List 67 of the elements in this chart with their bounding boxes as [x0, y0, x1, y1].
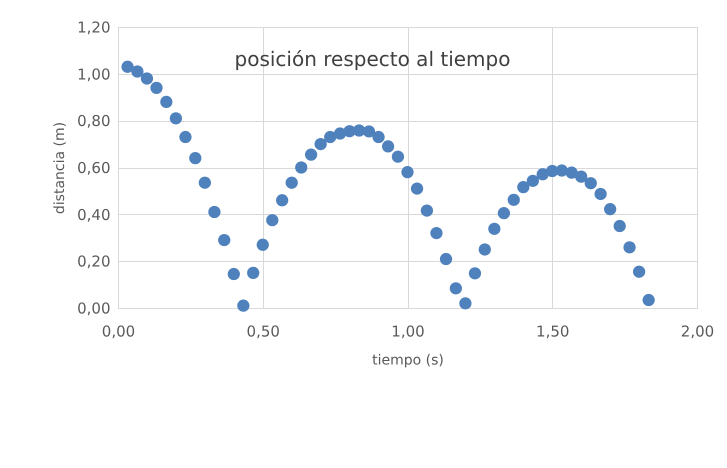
point — [372, 130, 385, 144]
point — [498, 207, 510, 220]
point — [160, 96, 172, 108]
point — [362, 125, 376, 138]
point — [526, 174, 539, 187]
point — [614, 220, 626, 232]
point — [450, 282, 462, 294]
point — [170, 112, 182, 124]
point — [401, 166, 414, 178]
y-tick-label: 0,60 — [77, 159, 110, 177]
x-tick-label: 1,00 — [391, 322, 425, 340]
point — [218, 234, 230, 246]
point — [382, 140, 394, 153]
point — [420, 204, 434, 217]
point — [392, 150, 404, 163]
point — [150, 82, 163, 94]
x-axis-title: tiempo (s) — [372, 352, 444, 368]
point — [304, 148, 318, 161]
y-axis-title: distancia (m) — [52, 122, 68, 214]
point — [584, 177, 597, 190]
point — [198, 176, 211, 189]
point — [468, 267, 482, 280]
y-tick-label: 0,40 — [77, 206, 110, 224]
point — [430, 226, 443, 240]
point — [295, 161, 308, 174]
point — [247, 266, 260, 279]
point — [140, 72, 154, 85]
point — [556, 164, 568, 177]
y-tick-label: 0,00 — [77, 300, 110, 318]
point — [179, 130, 192, 144]
y-tick-label: 1,20 — [77, 18, 110, 36]
y-tick-label: 1,00 — [77, 65, 110, 84]
point — [237, 300, 250, 312]
point — [575, 170, 588, 183]
point — [208, 206, 221, 218]
y-tick-label: 0,20 — [77, 252, 110, 271]
x-tick-label: 0,00 — [102, 322, 136, 340]
text: posición respecto al tiempo — [234, 47, 510, 71]
point — [517, 181, 530, 194]
point — [276, 194, 288, 206]
point — [478, 243, 491, 256]
x-tick-label: 1,50 — [536, 322, 570, 340]
point — [314, 138, 327, 150]
point — [256, 238, 269, 251]
point — [228, 268, 240, 280]
point — [604, 203, 616, 216]
x-tick-label: 0,50 — [246, 322, 280, 340]
point — [410, 182, 424, 195]
point — [286, 176, 298, 189]
point — [121, 60, 134, 73]
point — [459, 297, 472, 310]
point — [508, 194, 520, 206]
point — [488, 222, 500, 235]
point — [536, 168, 549, 180]
point — [266, 214, 278, 226]
point — [566, 166, 578, 179]
y-tick-label: 0,80 — [77, 112, 110, 130]
x-tick-label: 2,00 — [680, 322, 714, 340]
point — [189, 152, 202, 164]
point — [632, 266, 646, 278]
point — [324, 130, 336, 144]
point — [334, 127, 346, 140]
point — [594, 188, 607, 200]
point — [623, 241, 636, 254]
point — [440, 252, 452, 266]
point — [131, 65, 144, 78]
point — [642, 294, 655, 306]
